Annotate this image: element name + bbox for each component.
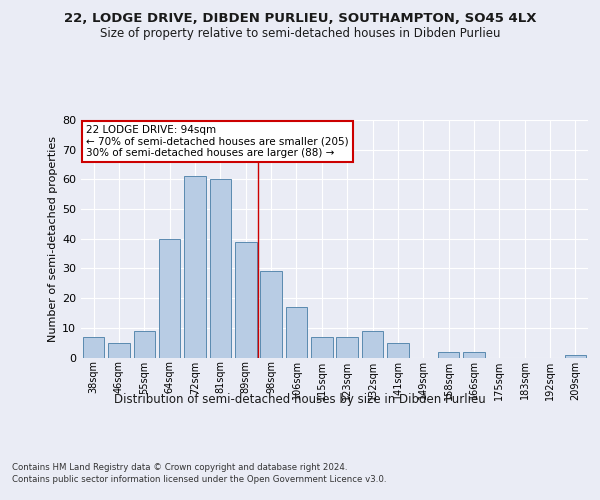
Bar — [260, 272, 282, 358]
Bar — [209, 180, 231, 358]
Bar — [108, 342, 130, 357]
Text: 22 LODGE DRIVE: 94sqm
← 70% of semi-detached houses are smaller (205)
30% of sem: 22 LODGE DRIVE: 94sqm ← 70% of semi-deta… — [86, 124, 349, 158]
Bar — [387, 342, 409, 357]
Bar — [565, 354, 586, 358]
Bar — [159, 239, 181, 358]
Bar — [311, 336, 332, 357]
Text: 22, LODGE DRIVE, DIBDEN PURLIEU, SOUTHAMPTON, SO45 4LX: 22, LODGE DRIVE, DIBDEN PURLIEU, SOUTHAM… — [64, 12, 536, 26]
Text: Contains HM Land Registry data © Crown copyright and database right 2024.: Contains HM Land Registry data © Crown c… — [12, 462, 347, 471]
Text: Distribution of semi-detached houses by size in Dibden Purlieu: Distribution of semi-detached houses by … — [114, 392, 486, 406]
Bar — [83, 336, 104, 357]
Text: Size of property relative to semi-detached houses in Dibden Purlieu: Size of property relative to semi-detach… — [100, 28, 500, 40]
Bar — [463, 352, 485, 358]
Bar — [286, 307, 307, 358]
Bar — [235, 242, 257, 358]
Bar — [337, 336, 358, 357]
Bar — [184, 176, 206, 358]
Y-axis label: Number of semi-detached properties: Number of semi-detached properties — [48, 136, 58, 342]
Bar — [438, 352, 460, 358]
Bar — [362, 331, 383, 357]
Bar — [134, 331, 155, 357]
Text: Contains public sector information licensed under the Open Government Licence v3: Contains public sector information licen… — [12, 475, 386, 484]
